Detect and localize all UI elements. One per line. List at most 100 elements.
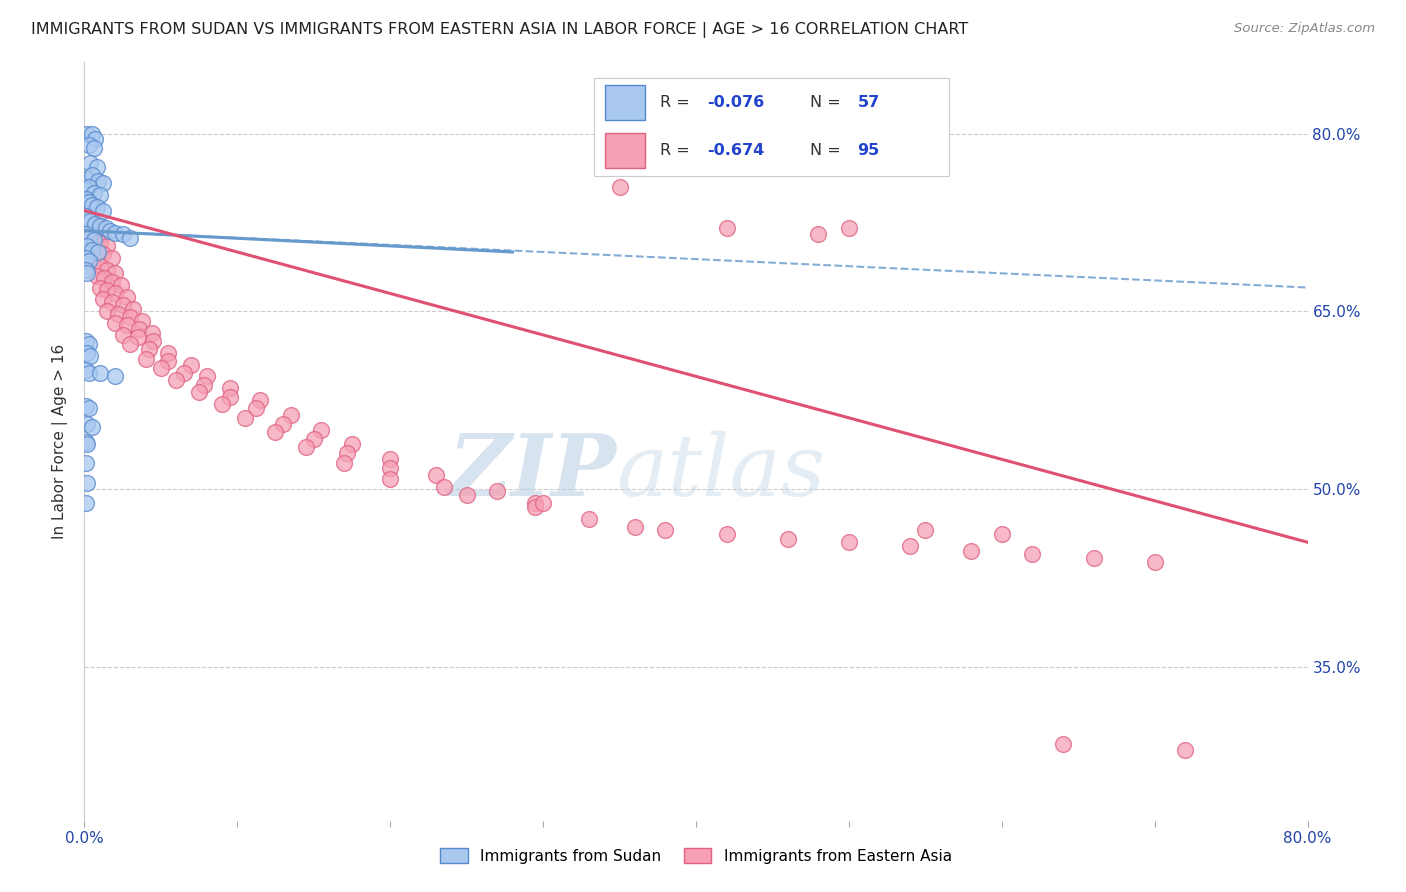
Point	[333, 456, 356, 470]
Point	[1083, 550, 1105, 565]
Point	[89, 235, 111, 250]
Point	[716, 527, 738, 541]
Point	[311, 423, 333, 437]
Point	[195, 369, 218, 384]
Point	[86, 244, 108, 259]
Point	[120, 231, 142, 245]
Point	[76, 239, 98, 253]
Point	[75, 334, 97, 348]
Point	[80, 127, 103, 141]
Point	[380, 473, 402, 487]
Point	[93, 271, 115, 285]
Point	[89, 188, 111, 202]
Y-axis label: In Labor Force | Age > 16: In Labor Force | Age > 16	[52, 344, 69, 539]
Point	[104, 286, 127, 301]
Point	[89, 366, 111, 380]
Point	[165, 373, 187, 387]
Point	[86, 200, 108, 214]
Point	[77, 254, 100, 268]
Point	[104, 369, 127, 384]
Point	[101, 275, 124, 289]
Point	[110, 278, 132, 293]
Point	[624, 520, 647, 534]
Point	[211, 397, 233, 411]
Point	[101, 294, 124, 309]
Point	[91, 176, 114, 190]
Point	[128, 322, 150, 336]
Point	[180, 358, 202, 372]
Point	[433, 479, 456, 493]
Point	[80, 168, 103, 182]
Point	[120, 337, 142, 351]
Point	[104, 266, 127, 280]
Point	[89, 219, 111, 233]
Point	[96, 262, 118, 277]
Point	[1143, 555, 1166, 569]
Point	[486, 484, 509, 499]
Point	[131, 314, 153, 328]
Text: Source: ZipAtlas.com: Source: ZipAtlas.com	[1234, 22, 1375, 36]
Point	[991, 527, 1014, 541]
Point	[87, 174, 110, 188]
Point	[960, 543, 983, 558]
Point	[75, 456, 97, 470]
Text: N =: N =	[810, 144, 846, 158]
Point	[89, 280, 111, 294]
Point	[75, 227, 97, 242]
Point	[77, 221, 100, 235]
Point	[1174, 742, 1197, 756]
Point	[111, 298, 134, 312]
Point	[79, 349, 101, 363]
Text: -0.076: -0.076	[707, 95, 765, 110]
Point	[456, 488, 478, 502]
FancyBboxPatch shape	[605, 133, 645, 168]
Point	[838, 221, 860, 235]
Point	[89, 259, 111, 273]
FancyBboxPatch shape	[605, 85, 645, 120]
Point	[80, 257, 103, 271]
Point	[264, 425, 287, 439]
Point	[76, 475, 98, 490]
Point	[91, 203, 114, 218]
Text: -0.674: -0.674	[707, 144, 765, 158]
Point	[578, 511, 600, 525]
Point	[654, 524, 676, 538]
Point	[75, 399, 97, 413]
Point	[77, 366, 100, 380]
Point	[86, 268, 108, 283]
Text: 95: 95	[858, 144, 880, 158]
Point	[75, 262, 97, 277]
Point	[77, 195, 100, 210]
Point	[218, 390, 240, 404]
Point	[807, 227, 830, 242]
Point	[295, 441, 318, 455]
Point	[120, 310, 142, 325]
Text: 57: 57	[858, 95, 880, 110]
Point	[380, 452, 402, 467]
Point	[138, 342, 160, 356]
Point	[75, 251, 97, 265]
Text: IMMIGRANTS FROM SUDAN VS IMMIGRANTS FROM EASTERN ASIA IN LABOR FORCE | AGE > 16 : IMMIGRANTS FROM SUDAN VS IMMIGRANTS FROM…	[31, 22, 969, 38]
Text: N =: N =	[810, 95, 846, 110]
Point	[91, 293, 114, 307]
Point	[302, 432, 325, 446]
Point	[101, 251, 124, 265]
Point	[76, 437, 98, 451]
Point	[531, 496, 554, 510]
Point	[115, 318, 138, 333]
Point	[77, 231, 100, 245]
Point	[76, 127, 98, 141]
Text: R =: R =	[659, 95, 695, 110]
Point	[233, 410, 256, 425]
Point	[76, 211, 98, 226]
Point	[75, 210, 97, 224]
Point	[425, 467, 447, 482]
Point	[249, 393, 271, 408]
Point	[87, 244, 110, 259]
Point	[107, 307, 129, 321]
Point	[122, 301, 145, 316]
Text: R =: R =	[659, 144, 695, 158]
Point	[98, 224, 121, 238]
Point	[135, 351, 157, 366]
Point	[80, 197, 103, 211]
